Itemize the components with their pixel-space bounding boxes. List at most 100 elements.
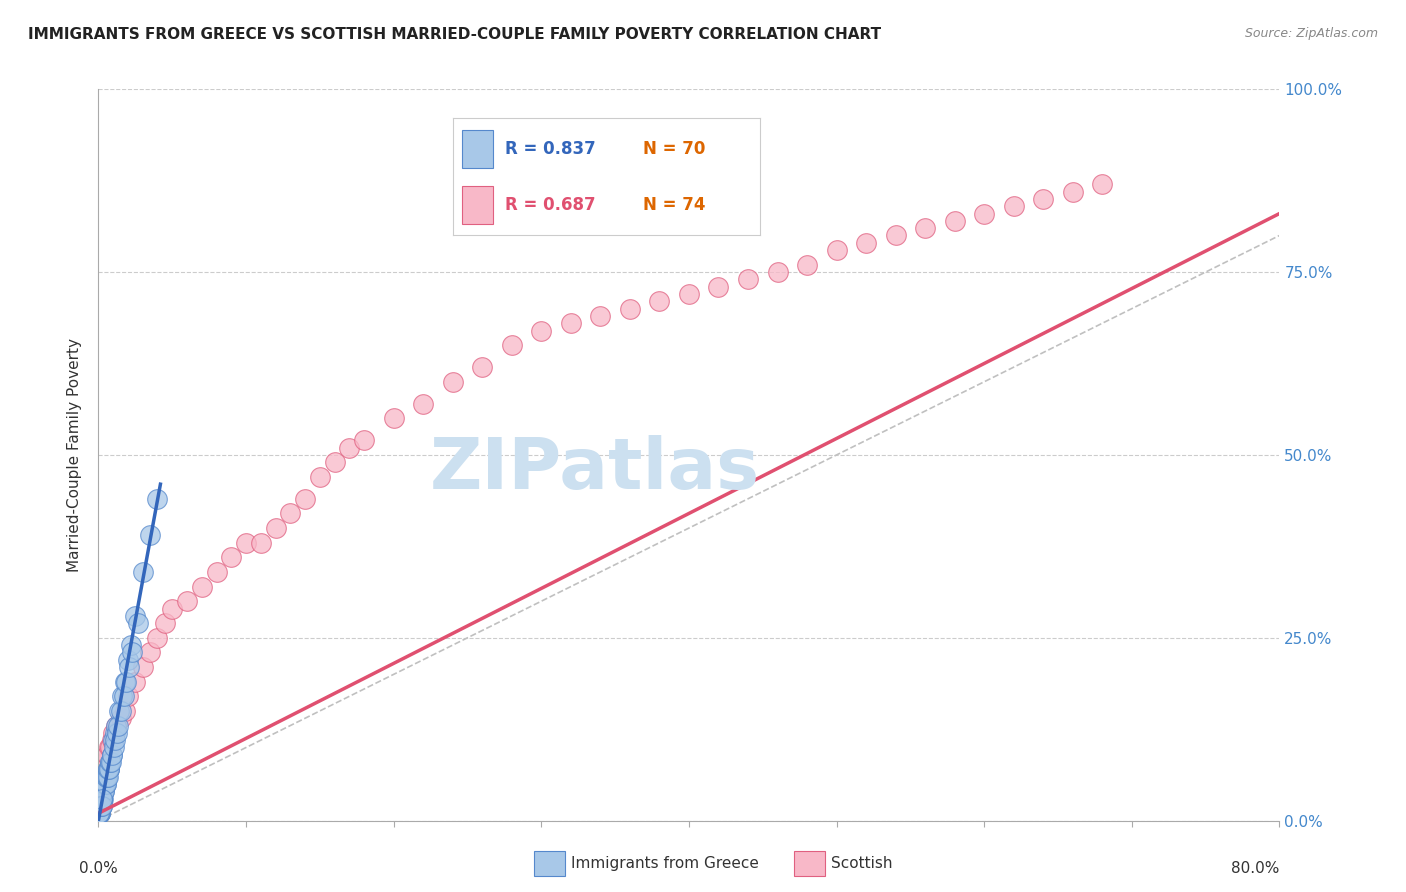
Point (93, 777, 115, 791)
Point (94, 755, 117, 769)
Point (91, 770, 114, 784)
Point (98, 755, 121, 769)
Text: ZIPatlas: ZIPatlas (429, 435, 759, 504)
Point (93, 777, 115, 791)
Point (382, 411, 405, 425)
Point (90, 791, 112, 805)
Point (619, 301, 641, 316)
Point (100, 747, 122, 762)
Point (1032, 192, 1054, 206)
Point (146, 491, 169, 506)
Point (98, 763, 121, 777)
Point (87, 806, 110, 821)
Point (94, 777, 117, 791)
Text: Scottish: Scottish (831, 856, 893, 871)
Text: Source: ZipAtlas.com: Source: ZipAtlas.com (1244, 27, 1378, 40)
Point (97, 763, 120, 777)
Point (855, 235, 877, 250)
Point (89, 806, 111, 821)
Point (87, 791, 110, 805)
Point (339, 441, 360, 455)
Point (1062, 185, 1084, 199)
Point (114, 704, 136, 718)
Point (101, 747, 124, 762)
Point (90, 777, 112, 791)
Point (104, 726, 127, 740)
Point (96, 770, 118, 784)
Point (93, 784, 115, 798)
Point (87, 799, 110, 814)
Point (139, 528, 162, 542)
Point (501, 338, 523, 352)
Point (94, 777, 117, 791)
Point (90, 799, 112, 814)
Point (162, 601, 183, 615)
Point (91, 791, 114, 805)
Point (221, 550, 243, 565)
Point (96, 770, 118, 784)
Point (90, 770, 112, 784)
Point (117, 690, 139, 704)
Text: 0.0%: 0.0% (79, 861, 118, 876)
Point (91, 770, 114, 784)
Point (94, 777, 117, 791)
Point (560, 316, 582, 330)
Point (89, 799, 111, 814)
Point (98, 740, 121, 755)
Point (825, 243, 848, 257)
Point (309, 470, 332, 484)
Point (91, 791, 114, 805)
Point (127, 616, 149, 631)
Point (1091, 178, 1114, 192)
Point (111, 690, 134, 704)
Point (648, 294, 671, 309)
Point (278, 507, 302, 521)
Point (90, 791, 112, 805)
Point (89, 806, 111, 821)
Point (93, 784, 115, 798)
Point (90, 799, 112, 814)
Point (112, 690, 135, 704)
Point (120, 638, 142, 652)
Point (132, 565, 155, 579)
Point (105, 726, 128, 740)
Point (89, 806, 111, 821)
Point (91, 791, 114, 805)
Point (90, 777, 112, 791)
Text: 80.0%: 80.0% (1232, 861, 1279, 876)
Point (153, 616, 176, 631)
Point (353, 434, 375, 448)
Point (471, 360, 494, 375)
Point (91, 791, 114, 805)
Point (89, 799, 111, 814)
Point (412, 397, 434, 411)
Point (115, 674, 138, 689)
Point (89, 791, 111, 805)
Text: IMMIGRANTS FROM GREECE VS SCOTTISH MARRIED-COUPLE FAMILY POVERTY CORRELATION CHA: IMMIGRANTS FROM GREECE VS SCOTTISH MARRI… (28, 27, 882, 42)
Point (139, 645, 162, 659)
Point (91, 763, 114, 777)
Point (110, 711, 132, 725)
Point (97, 763, 120, 777)
Point (530, 324, 553, 338)
Point (100, 755, 122, 769)
Point (766, 265, 789, 279)
Point (973, 206, 995, 220)
Point (205, 565, 228, 579)
Point (96, 747, 118, 762)
Point (104, 733, 127, 747)
Point (132, 660, 155, 674)
Point (91, 784, 114, 798)
Point (441, 375, 464, 389)
Point (110, 704, 132, 718)
Point (884, 228, 907, 243)
Point (1002, 199, 1025, 213)
Point (94, 755, 117, 769)
Point (97, 740, 120, 755)
Point (146, 631, 169, 645)
Point (89, 806, 111, 821)
Point (91, 784, 114, 798)
Point (89, 784, 111, 798)
Point (90, 799, 112, 814)
Point (105, 718, 128, 732)
